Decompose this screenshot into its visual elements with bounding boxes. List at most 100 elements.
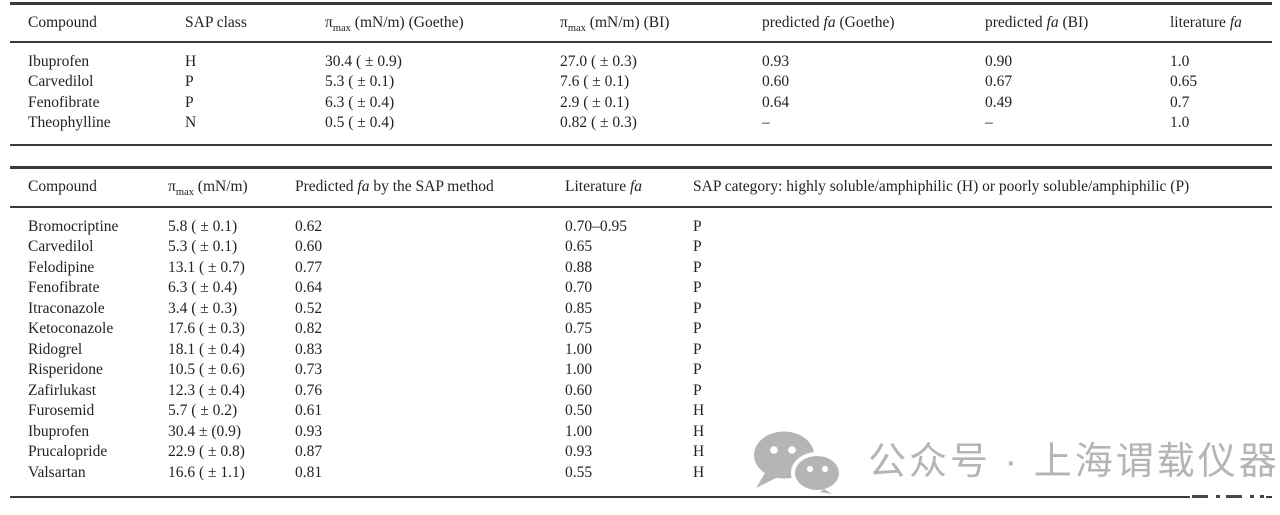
table-cell: Ridogrel (28, 340, 83, 358)
table-cell: Fenofibrate (28, 93, 100, 111)
table-cell: 0.67 (985, 73, 1013, 90)
table-cell: P (693, 279, 702, 296)
column-header-sap-class: SAP class (185, 3, 325, 43)
table-cell: P (693, 320, 702, 337)
table-cell: 27.0 ( ± 0.3) (560, 52, 637, 70)
table-cell: 30.4 ( ± 0.9) (325, 52, 402, 70)
table-cell: 7.6 ( ± 0.1) (560, 73, 630, 90)
table-row: Theophylline N 0.5 ( ± 0.4) 0.82 ( ± 0.3) – –… (10, 113, 1272, 145)
table-cell: 0.88 (565, 258, 593, 276)
table-cell: 0.60 (295, 238, 323, 255)
table-cell: 0.93 (565, 443, 593, 460)
table-cell: 0.70 (565, 279, 593, 296)
table-cell: 0.62 (295, 217, 323, 235)
table-cell: 1.00 (565, 361, 593, 378)
table-cell: 1.0 (1170, 52, 1190, 70)
table-cell: 5.8 ( ± 0.1) (168, 217, 238, 235)
table-cell: – (762, 114, 770, 131)
table-row: Itraconazole 3.4 ( ± 0.3) 0.52 0.85 P (10, 299, 1272, 320)
table-cell: 16.6 ( ± 1.1) (168, 463, 245, 481)
table-cell: 22.9 ( ± 0.8) (168, 443, 245, 460)
column-header-compound: Compound (10, 167, 168, 208)
table-cell: 1.00 (565, 340, 593, 358)
table-cell: 0.60 (762, 73, 790, 90)
table-cell: 0.60 (565, 381, 593, 399)
table-cell: 0.81 (295, 463, 323, 481)
table-cell: N (185, 114, 197, 131)
table-cell: 2.9 ( ± 0.1) (560, 93, 630, 111)
column-header-literature-fa: Literature fa (565, 167, 693, 208)
table-cell: 1.00 (565, 422, 593, 440)
table-cell: P (693, 361, 702, 378)
wechat-icon (754, 431, 843, 494)
table-cell: 0.61 (295, 402, 323, 419)
table-cell: 0.64 (295, 279, 323, 296)
table-row: Ketoconazole 17.6 ( ± 0.3) 0.82 0.75 P (10, 319, 1272, 340)
table-row: Carvedilol P 5.3 ( ± 0.1) 7.6 ( ± 0.1) 0.60 0… (10, 72, 1272, 93)
table-cell: P (693, 340, 702, 358)
table-cell: 0.83 (295, 340, 323, 358)
table-cell: Itraconazole (28, 299, 105, 317)
table-cell: P (693, 238, 702, 255)
table-cell: 0.87 (295, 443, 323, 460)
table-cell: 0.85 (565, 299, 593, 317)
column-header-literature-fa: literature fa (1170, 3, 1272, 43)
column-header-predicted-fa: Predicted fa by the SAP method (295, 167, 565, 208)
table-cell: Theophylline (28, 114, 111, 131)
table-cell: Furosemid (28, 402, 95, 419)
table-cell: 13.1 ( ± 0.7) (168, 258, 245, 276)
watermark-text: 公众号 · 上海谓载仪器资讯 (868, 441, 1280, 483)
table-cell: P (693, 217, 702, 235)
table-cell: 17.6 ( ± 0.3) (168, 320, 245, 337)
table-cell: 5.3 ( ± 0.1) (168, 238, 238, 255)
table-cell: 0.50 (565, 402, 593, 419)
table-cell: Fenofibrate (28, 279, 100, 296)
table-cell: 0.55 (565, 463, 593, 481)
column-header-pimax-bi: πmax (mN/m) (BI) (560, 3, 762, 43)
table-header-row: Compound πmax (mN/m) Predicted fa by the… (10, 167, 1272, 208)
column-header-predicted-fa-bi: predicted fa (BI) (985, 3, 1170, 43)
table-cell: P (693, 299, 702, 317)
table-row: Carvedilol 5.3 ( ± 0.1) 0.60 0.65 P (10, 237, 1272, 258)
table-cell: 1.0 (1170, 114, 1190, 131)
pimax-comparison-table: Compound SAP class πmax (mN/m) (Goethe) … (10, 2, 1272, 146)
table-cell: Felodipine (28, 258, 95, 276)
table-cell: H (693, 422, 705, 440)
table-cell: 5.3 ( ± 0.1) (325, 73, 395, 90)
table-cell: Carvedilol (28, 73, 94, 90)
table-cell: 0.7 (1170, 93, 1190, 111)
table-row: Zafirlukast 12.3 ( ± 0.4) 0.76 0.60 P (10, 381, 1272, 402)
table-cell: P (185, 73, 194, 90)
table-cell: 0.75 (565, 320, 593, 337)
table-cell: 0.77 (295, 258, 323, 276)
watermark: 公众号 · 上海谓载仪器资讯 (748, 430, 1280, 494)
table-cell: Bromocriptine (28, 217, 119, 235)
column-header-pimax: πmax (mN/m) (168, 167, 295, 208)
table-cell: 5.7 ( ± 0.2) (168, 402, 238, 419)
table-body: Bromocriptine 5.8 ( ± 0.1) 0.62 0.70–0.95 P C… (10, 207, 1272, 498)
table-cell: 0.49 (985, 93, 1013, 111)
table-row: Ibuprofen 30.4 ± (0.9) 0.93 1.00 H (10, 422, 1272, 443)
table-cell: 0.70–0.95 (565, 217, 627, 235)
table-row: Ibuprofen H 30.4 ( ± 0.9) 27.0 ( ± 0.3) 0.93… (10, 42, 1272, 73)
table-cell: Valsartan (28, 463, 86, 481)
table-cell: 12.3 ( ± 0.4) (168, 381, 245, 399)
table-cell: 3.4 ( ± 0.3) (168, 299, 238, 317)
column-header-sap-category: SAP category: highly soluble/amphiphilic… (693, 167, 1272, 208)
table-cell: Prucalopride (28, 443, 108, 460)
column-header-predicted-fa-goethe: predicted fa (Goethe) (762, 3, 985, 43)
table-cell: Zafirlukast (28, 381, 97, 399)
table-cell: 10.5 ( ± 0.6) (168, 361, 245, 378)
table-row: Bromocriptine 5.8 ( ± 0.1) 0.62 0.70–0.95 P (10, 207, 1272, 238)
table-row: Valsartan 16.6 ( ± 1.1) 0.81 0.55 H (10, 463, 1272, 498)
table-cell: Ibuprofen (28, 52, 90, 70)
table-cell: P (185, 93, 194, 111)
table-cell: 0.65 (565, 238, 593, 255)
rule-dashed-tail (1192, 495, 1264, 498)
table-cell: 0.93 (295, 422, 323, 440)
column-header-compound: Compound (10, 3, 185, 43)
column-header-pimax-goethe: πmax (mN/m) (Goethe) (325, 3, 560, 43)
table-cell: 0.5 ( ± 0.4) (325, 114, 395, 131)
table-cell: 0.73 (295, 361, 323, 378)
